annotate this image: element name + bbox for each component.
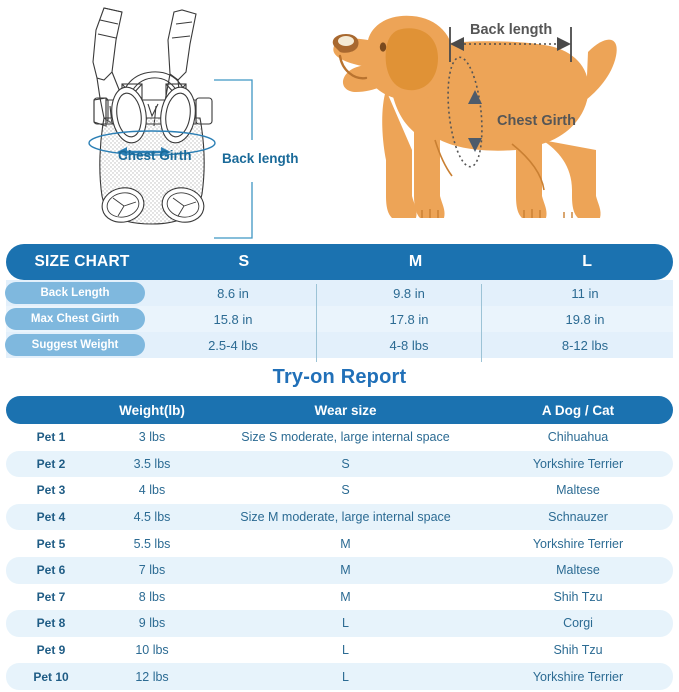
size-chart-column-divider	[481, 284, 482, 362]
size-chart-row-label: Back Length	[5, 282, 145, 304]
pet-name: Pet 1	[36, 430, 66, 445]
size-chart-row-label: Suggest Weight	[5, 334, 145, 356]
pet-wear: L	[342, 616, 349, 631]
illustration-panel: Chest Girth Back length	[0, 0, 679, 240]
pet-weight: 3 lbs	[138, 430, 166, 445]
size-chart-table: SIZE CHART S M L Back Length 8.6 in 9.8 …	[0, 240, 679, 362]
pet-name: Pet 3	[36, 483, 66, 498]
pet-wear: L	[342, 669, 349, 684]
pet-weight: 7 lbs	[138, 563, 166, 578]
back-length-bracket-icon	[214, 79, 253, 239]
dog-illustration	[332, 15, 617, 218]
table-row: Pet 1 3 lbs Size S moderate, large inter…	[6, 424, 673, 451]
table-row: Pet 7 8 lbs M Shih Tzu	[6, 584, 673, 611]
pet-breed: Corgi	[563, 616, 593, 631]
size-chart-cell: 8-12 lbs	[561, 337, 609, 353]
pet-wear: M	[340, 536, 351, 551]
pet-wear: L	[342, 643, 349, 658]
dog-chest-girth-arrow-icon	[468, 90, 482, 152]
size-chart-header-row: SIZE CHART S M L	[6, 244, 673, 280]
pet-wear: M	[340, 563, 351, 578]
pet-weight: 12 lbs	[135, 669, 169, 684]
pet-breed: Shih Tzu	[553, 643, 603, 658]
tryon-header-row: Weight(lb) Wear size A Dog / Cat	[6, 396, 673, 424]
pet-name: Pet 4	[36, 510, 66, 525]
pet-breed: Yorkshire Terrier	[532, 536, 624, 551]
size-chart-col-s: S	[238, 253, 250, 270]
pet-breed: Shih Tzu	[553, 589, 603, 604]
size-chart-col-m: M	[408, 253, 423, 270]
table-row: Pet 8 9 lbs L Corgi	[6, 610, 673, 637]
pet-wear: S	[341, 456, 350, 471]
pet-weight: 8 lbs	[138, 589, 166, 604]
tryon-report-table: Weight(lb) Wear size A Dog / Cat Pet 1 3…	[0, 396, 679, 690]
size-chart-row: Max Chest Girth 15.8 in 17.8 in 19.8 in	[5, 306, 673, 332]
pet-breed: Yorkshire Terrier	[532, 669, 624, 684]
pet-name: Pet 7	[36, 589, 66, 604]
size-chart-cell: 9.8 in	[393, 285, 425, 301]
table-row: Pet 3 4 lbs S Maltese	[6, 477, 673, 504]
pet-wear: S	[341, 483, 350, 498]
pet-breed: Maltese	[556, 563, 600, 578]
table-row: Pet 10 12 lbs L Yorkshire Terrier	[6, 663, 673, 690]
size-chart-column-divider	[316, 284, 317, 362]
size-chart-col-l: L	[582, 253, 593, 270]
size-chart-cell: 11 in	[571, 285, 599, 301]
table-row: Pet 6 7 lbs M Maltese	[6, 556, 673, 584]
pet-weight: 3.5 lbs	[133, 456, 171, 471]
pet-wear: Size S moderate, large internal space	[241, 430, 450, 445]
size-chart-row-label: Max Chest Girth	[5, 308, 145, 330]
pet-wear: Size M moderate, large internal space	[240, 510, 451, 525]
size-chart-title: SIZE CHART	[34, 253, 130, 270]
table-row: Pet 2 3.5 lbs S Yorkshire Terrier	[6, 450, 673, 478]
pet-weight: 4.5 lbs	[133, 510, 171, 525]
tryon-report-title: Try-on Report	[272, 366, 407, 388]
table-row: Pet 5 5.5 lbs M Yorkshire Terrier	[6, 530, 673, 557]
size-chart-cell: 15.8 in	[213, 311, 253, 327]
pet-carrier-illustration	[88, 7, 253, 239]
pet-weight: 10 lbs	[135, 643, 169, 658]
chest-girth-arrow-icon	[117, 147, 171, 157]
pet-weight: 4 lbs	[138, 483, 166, 498]
pet-wear: M	[340, 589, 351, 604]
size-chart-cell: 17.8 in	[389, 311, 429, 327]
pet-breed: Yorkshire Terrier	[532, 456, 624, 471]
pet-breed: Chihuahua	[547, 430, 609, 445]
pet-name: Pet 9	[36, 643, 66, 658]
pet-name: Pet 10	[33, 669, 69, 684]
dog-back-length-dimension-icon	[449, 27, 572, 62]
size-chart-row: Suggest Weight 2.5-4 lbs 4-8 lbs 8-12 lb…	[5, 332, 673, 358]
tryon-col-weight: Weight(lb)	[119, 402, 185, 418]
table-row: Pet 9 10 lbs L Shih Tzu	[6, 637, 673, 664]
pet-name: Pet 8	[36, 616, 66, 631]
pet-name: Pet 2	[36, 456, 66, 471]
size-chart-cell: 4-8 lbs	[389, 337, 429, 353]
tryon-col-wear: Wear size	[314, 402, 377, 418]
pet-name: Pet 5	[36, 536, 66, 551]
table-row: Pet 4 4.5 lbs Size M moderate, large int…	[6, 503, 673, 531]
pet-weight: 5.5 lbs	[133, 536, 171, 551]
pet-breed: Maltese	[556, 483, 600, 498]
size-chart-cell: 19.8 in	[565, 311, 605, 327]
pet-weight: 9 lbs	[138, 616, 166, 631]
pet-name: Pet 6	[36, 563, 66, 578]
pet-breed: Schnauzer	[548, 510, 608, 525]
size-chart-row: Back Length 8.6 in 9.8 in 11 in	[5, 280, 673, 306]
size-chart-cell: 2.5-4 lbs	[208, 337, 258, 353]
tryon-col-breed: A Dog / Cat	[541, 402, 615, 418]
size-chart-cell: 8.6 in	[217, 285, 249, 301]
